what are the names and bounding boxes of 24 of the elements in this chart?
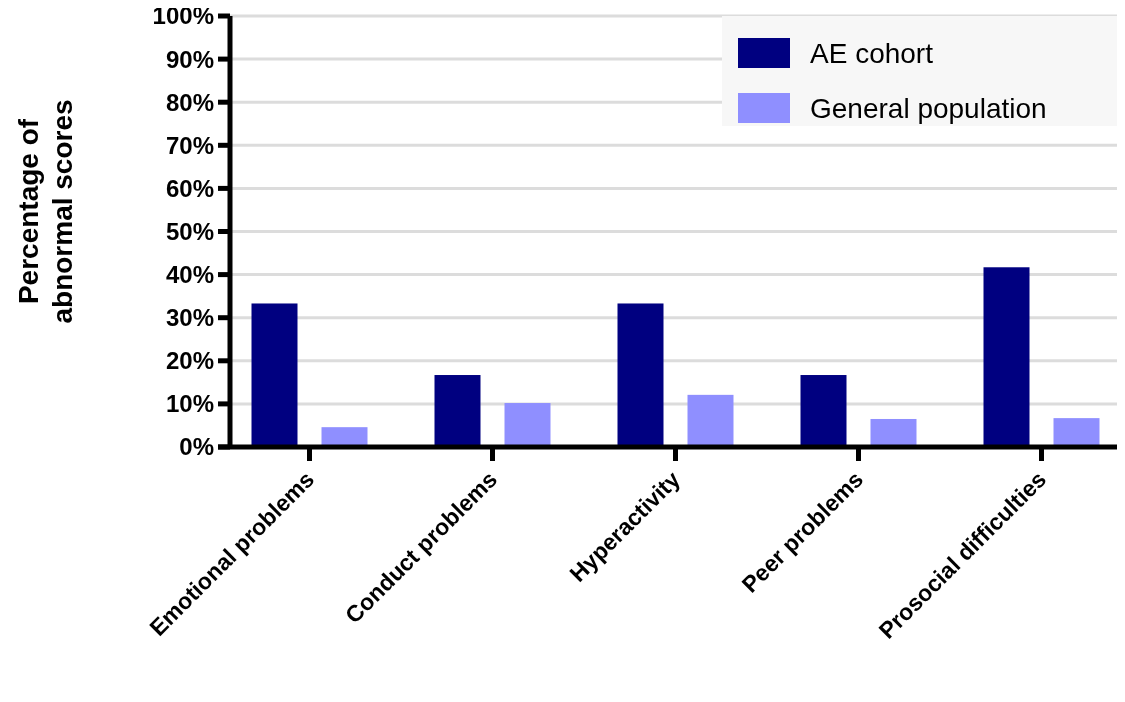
- y-axis-title: Percentage of abnormal scores: [13, 99, 78, 324]
- legend-label: General population: [810, 92, 1047, 124]
- bar: [687, 394, 734, 447]
- y-tick-label: 50%: [165, 217, 214, 245]
- bar: [617, 303, 664, 447]
- y-tick-label: 100%: [152, 2, 214, 30]
- y-tick-label: 80%: [165, 88, 214, 116]
- y-tick-label: 20%: [165, 347, 214, 375]
- bar: [504, 403, 551, 447]
- bar: [1053, 418, 1100, 447]
- bar: [321, 427, 368, 447]
- y-tick-label: 10%: [165, 390, 214, 418]
- y-tick-label: 90%: [165, 45, 214, 73]
- bar: [251, 303, 298, 447]
- bar: [800, 375, 847, 447]
- y-tick-label: 40%: [165, 261, 214, 288]
- bar: [870, 418, 917, 447]
- y-tick-label: 30%: [165, 304, 214, 332]
- bar: [434, 375, 481, 447]
- legend-label: AE cohort: [810, 37, 934, 69]
- y-tick-label: 70%: [165, 131, 214, 159]
- bar: [983, 267, 1030, 447]
- y-tick-label: 60%: [165, 174, 214, 202]
- y-tick-label: 0%: [179, 433, 214, 461]
